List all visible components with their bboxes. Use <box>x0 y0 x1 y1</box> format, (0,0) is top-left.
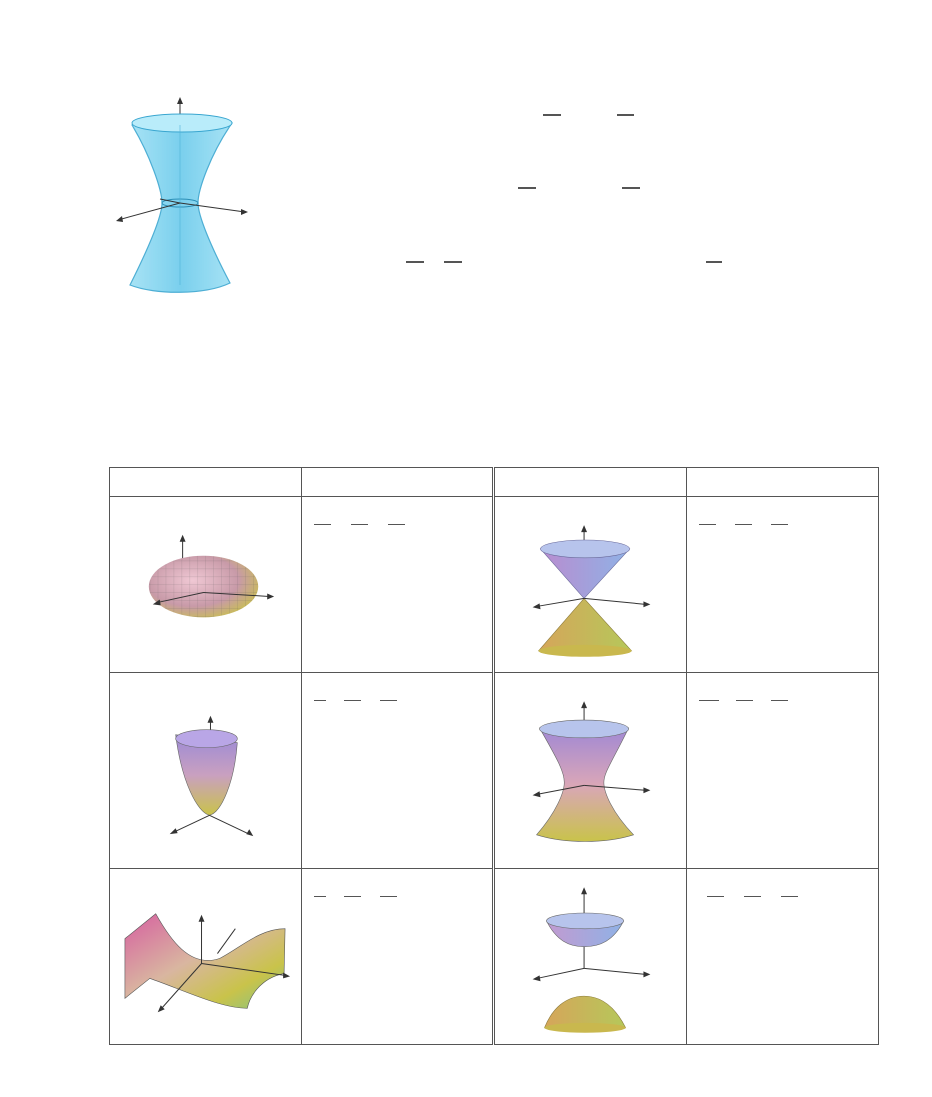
equation-cell <box>301 672 494 870</box>
surface-figure-cell <box>492 672 687 870</box>
surface-figure-cell <box>109 672 302 870</box>
equation-cell <box>686 495 879 674</box>
surface-figure-cell <box>492 495 687 674</box>
surface-figure-cell <box>109 495 302 674</box>
equation-cell <box>301 495 494 674</box>
hyperboloid-of-one-sheet-icon <box>116 97 248 293</box>
table-header-cell <box>686 467 879 497</box>
equation-cell <box>686 672 879 870</box>
table-header-cell <box>301 467 494 497</box>
equation-cell <box>301 868 494 1046</box>
hyperbolic-paraboloid-icon <box>124 913 291 1013</box>
equation-cell <box>686 868 879 1046</box>
table-row <box>109 868 879 1046</box>
table-header-cell <box>109 467 302 497</box>
surface-figure-cell <box>109 868 302 1046</box>
quadric-surfaces-table <box>109 467 879 1046</box>
hyperboloid-two-sheets-icon <box>532 887 651 1033</box>
table-row <box>109 495 879 674</box>
elliptic-paraboloid-icon <box>169 715 254 837</box>
hyperboloid-one-sheet-icon <box>532 701 651 842</box>
table-header-cell <box>492 467 687 497</box>
cone-icon <box>532 525 651 657</box>
table-header-row <box>109 467 879 497</box>
ellipsoid-icon <box>148 534 275 618</box>
surface-figure-cell <box>492 868 687 1046</box>
table-row <box>109 672 879 870</box>
